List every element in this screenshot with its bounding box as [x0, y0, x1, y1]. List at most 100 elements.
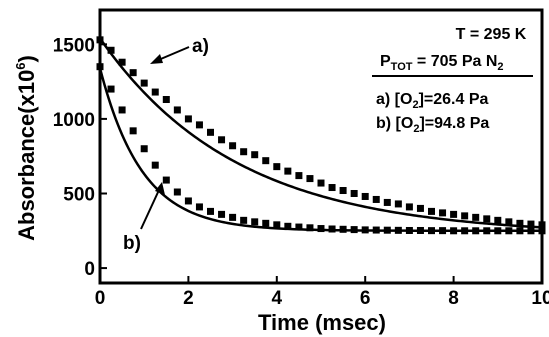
- data-point: [306, 224, 314, 232]
- data-point: [184, 197, 192, 205]
- data-point: [284, 222, 292, 230]
- series-a-label: a): [192, 36, 209, 57]
- condition-b-prefix: b) [O: [376, 115, 413, 132]
- data-point: [284, 167, 292, 175]
- pressure-prefix: P: [380, 53, 391, 70]
- y-tick-label: 1500: [53, 35, 95, 56]
- data-point: [317, 225, 325, 233]
- data-point: [339, 187, 347, 195]
- data-point: [251, 218, 259, 226]
- data-point: [306, 175, 314, 183]
- data-point: [173, 106, 181, 114]
- series-a-arrowhead: [150, 54, 163, 64]
- data-point: [516, 219, 524, 227]
- x-axis-title: Time (msec): [258, 310, 386, 335]
- pressure-suffix: = 705 Pa N: [412, 53, 497, 70]
- condition-a-suffix: ]=26.4 Pa: [419, 91, 489, 108]
- y-axis-title: Absorbance(x106): [13, 55, 39, 241]
- condition-b-label: b) [O2]=94.8 Pa: [376, 115, 489, 135]
- data-point: [527, 220, 535, 228]
- y-tick-label: 0: [84, 259, 95, 280]
- pressure-sub: TOT: [391, 61, 413, 73]
- data-point: [107, 46, 115, 54]
- x-tick-label: 0: [95, 288, 106, 309]
- data-point: [151, 161, 159, 169]
- data-point: [140, 79, 148, 87]
- condition-a-sub: 2: [412, 99, 418, 111]
- data-point: [129, 69, 137, 77]
- data-point: [195, 203, 203, 211]
- data-point: [207, 128, 214, 136]
- axis-ticks: 0 2 4 6 8 10 0 500 1000 1500: [53, 35, 549, 309]
- y-axis-title-main: Absorbance(x10: [14, 70, 39, 241]
- data-point: [96, 63, 104, 71]
- fit-curve: [98, 67, 542, 233]
- data-point: [450, 210, 458, 218]
- x-tick-label: 6: [360, 288, 371, 309]
- data-point: [151, 88, 159, 96]
- data-point: [107, 85, 115, 93]
- x-tick-label: 10: [531, 288, 549, 309]
- data-point: [317, 179, 325, 187]
- data-point: [439, 209, 447, 217]
- data-point: [140, 145, 148, 153]
- series-b-arrow: [140, 189, 160, 230]
- fit-curves: [98, 37, 543, 233]
- y-tick-label: 500: [63, 184, 95, 205]
- condition-a-prefix: a) [O: [376, 91, 412, 108]
- data-point: [162, 96, 170, 104]
- data-point: [295, 223, 303, 231]
- data-point: [461, 212, 469, 220]
- data-point: [118, 58, 126, 66]
- data-point: [229, 142, 237, 150]
- data-point: [328, 184, 336, 192]
- y-axis-title-exp: 6: [13, 62, 28, 69]
- data-point: [405, 203, 413, 211]
- condition-b-suffix: ]=94.8 Pa: [419, 115, 489, 132]
- condition-a-label: a) [O2]=26.4 Pa: [376, 91, 489, 111]
- plot-frame: [98, 8, 544, 285]
- data-point: [505, 218, 513, 226]
- data-point: [262, 157, 270, 165]
- x-tick-label: 2: [183, 288, 194, 309]
- x-tick-label: 8: [448, 288, 459, 309]
- x-tick-label: 4: [272, 288, 283, 309]
- data-point: [195, 121, 203, 129]
- data-point: [383, 198, 391, 206]
- data-point: [251, 151, 259, 159]
- data-point: [262, 219, 270, 227]
- data-point: [295, 172, 303, 180]
- data-point: [173, 188, 181, 196]
- data-point: [129, 127, 137, 135]
- data-point: [538, 221, 546, 229]
- data-point: [361, 192, 369, 200]
- data-point: [273, 163, 281, 171]
- fit-curve: [98, 37, 543, 229]
- y-tick-label: 1000: [53, 110, 95, 131]
- data-point: [394, 200, 402, 208]
- data-point: [372, 195, 380, 203]
- condition-b-sub: 2: [413, 123, 419, 135]
- pressure-n2-sub: 2: [497, 61, 503, 73]
- data-point: [350, 189, 358, 197]
- data-point: [240, 216, 248, 224]
- data-point: [207, 207, 214, 215]
- data-point: [273, 221, 281, 229]
- data-point: [218, 210, 226, 218]
- data-point: [229, 213, 237, 221]
- y-axis-title-close: ): [14, 55, 39, 62]
- data-point: [472, 213, 480, 221]
- series-b-label: b): [123, 233, 141, 254]
- data-point: [240, 148, 248, 156]
- pressure-label: PTOT = 705 Pa N2: [380, 53, 504, 73]
- data-point: [416, 204, 424, 212]
- series-b-points: [96, 63, 546, 235]
- data-point: [494, 216, 502, 224]
- series-a-points: [96, 36, 546, 229]
- temperature-label: T = 295 K: [456, 26, 527, 43]
- data-point: [162, 176, 170, 184]
- series-b-arrowhead: [155, 182, 165, 195]
- data-point: [218, 136, 226, 144]
- data-point: [483, 215, 491, 223]
